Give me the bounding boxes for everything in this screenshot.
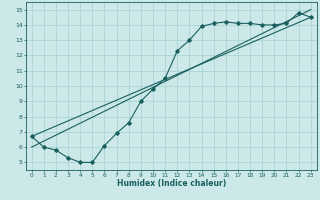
- X-axis label: Humidex (Indice chaleur): Humidex (Indice chaleur): [116, 179, 226, 188]
